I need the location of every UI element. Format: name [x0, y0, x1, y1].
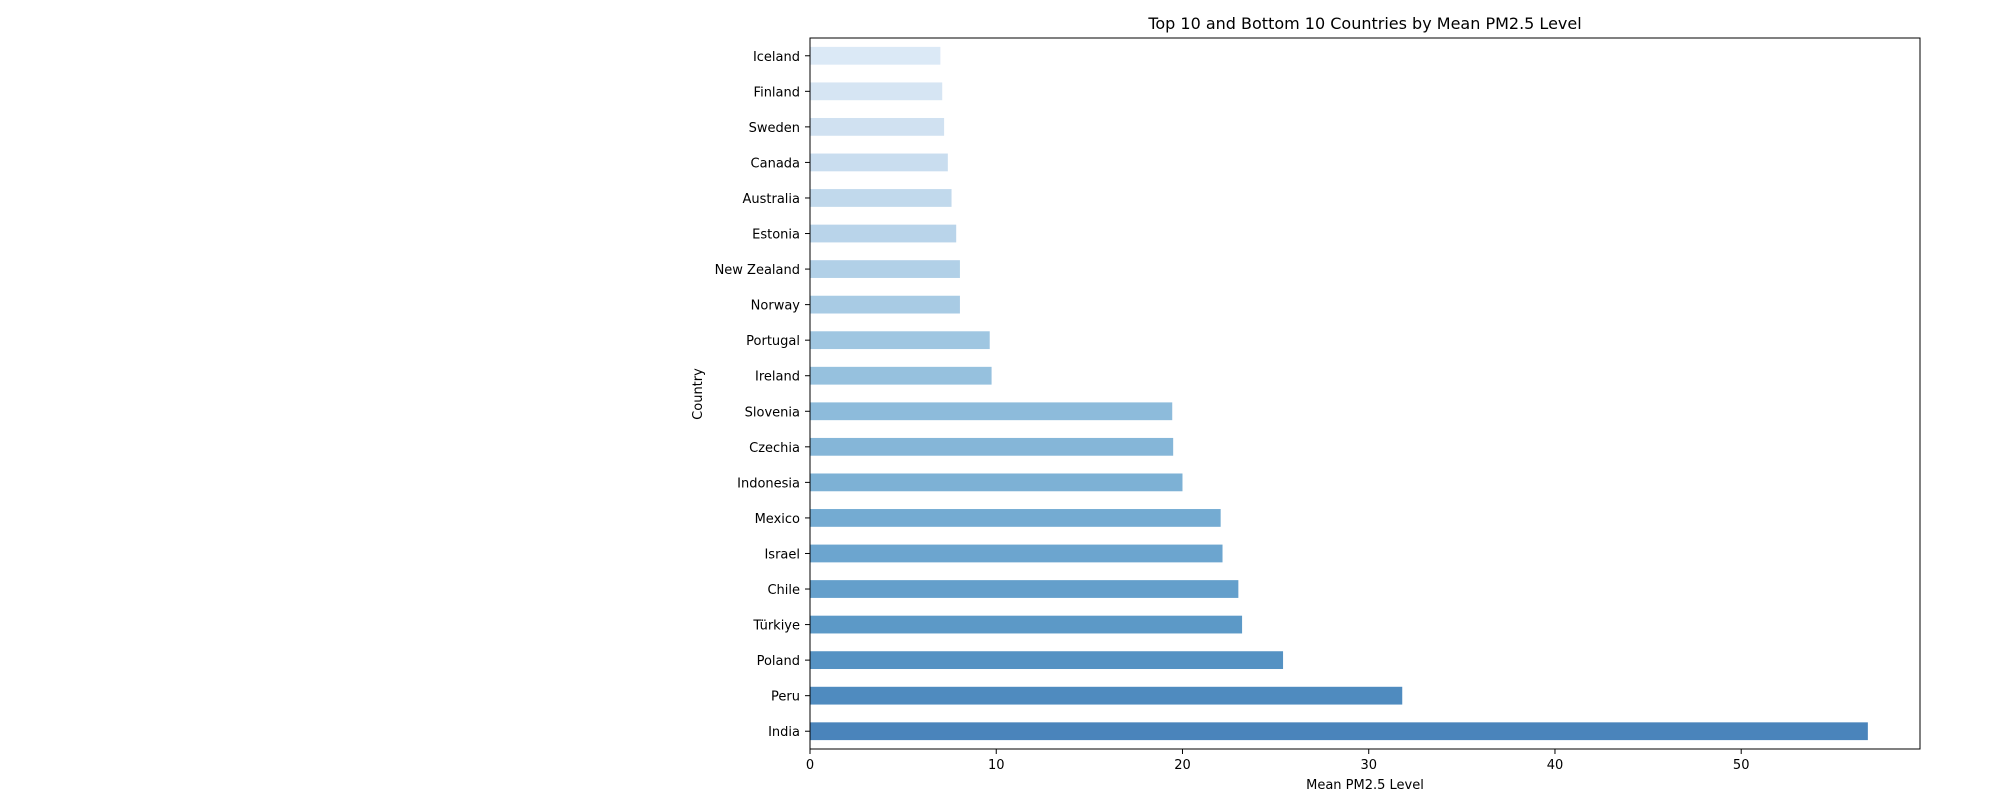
y-tick-label: Finland: [754, 85, 800, 100]
y-tick-label: Peru: [771, 690, 800, 705]
bar-estonia: [810, 224, 957, 243]
x-tick-label: 0: [806, 758, 814, 773]
bar-new-zealand: [810, 260, 960, 278]
chart-title: Top 10 and Bottom 10 Countries by Mean P…: [1147, 14, 1581, 33]
y-tick-label: Mexico: [755, 512, 800, 527]
bar-czechia: [810, 437, 1174, 456]
x-tick-label: 30: [1360, 758, 1377, 773]
bar-norway: [810, 295, 960, 314]
y-tick-label: India: [768, 725, 800, 740]
x-axis-ticks: 0 10 20 30 40 50: [806, 749, 1750, 773]
bar-canada: [810, 153, 948, 172]
bar-iceland: [810, 46, 941, 65]
y-tick-label: Ireland: [755, 370, 800, 385]
y-tick-label: Czechia: [749, 441, 800, 456]
y-axis-label: Country: [691, 368, 706, 420]
bar-mexico: [810, 509, 1221, 527]
x-tick-label: 40: [1547, 758, 1564, 773]
bar-israel: [810, 544, 1223, 563]
bar-australia: [810, 189, 952, 207]
y-tick-label: Canada: [751, 156, 800, 171]
y-tick-label: Iceland: [753, 50, 800, 65]
x-tick-label: 50: [1733, 758, 1750, 773]
y-axis-ticks: Iceland Finland Sweden Canada Australia Eston…: [715, 50, 810, 740]
bar-india: [810, 722, 1868, 741]
bar-t-rkiye: [810, 615, 1243, 634]
bar-peru: [810, 686, 1403, 705]
bar-slovenia: [810, 402, 1173, 421]
bar-ireland: [810, 366, 992, 385]
y-tick-label: Norway: [751, 299, 801, 314]
bar-chile: [810, 580, 1239, 598]
bar-portugal: [810, 331, 990, 350]
y-tick-label: New Zealand: [715, 263, 800, 278]
plot-area-frame: [809, 37, 1921, 750]
y-tick-label: Chile: [767, 583, 800, 598]
bar-poland: [810, 651, 1284, 670]
y-tick-label: Poland: [757, 654, 800, 669]
bar-sweden: [810, 117, 945, 136]
y-tick-label: Estonia: [752, 228, 800, 243]
x-tick-label: 20: [1174, 758, 1191, 773]
x-axis-label: Mean PM2.5 Level: [1306, 778, 1424, 793]
bar-indonesia: [810, 473, 1183, 492]
bars-group: [810, 46, 1868, 741]
y-tick-label: Slovenia: [745, 405, 800, 420]
y-tick-label: Sweden: [749, 121, 800, 136]
y-tick-label: Indonesia: [737, 476, 800, 491]
y-tick-label: Israel: [764, 547, 800, 562]
y-tick-label: Australia: [742, 192, 800, 207]
y-tick-label: Portugal: [746, 334, 800, 349]
bar-finland: [810, 82, 943, 101]
x-tick-label: 10: [988, 758, 1005, 773]
y-tick-label: Türkiye: [752, 619, 800, 634]
